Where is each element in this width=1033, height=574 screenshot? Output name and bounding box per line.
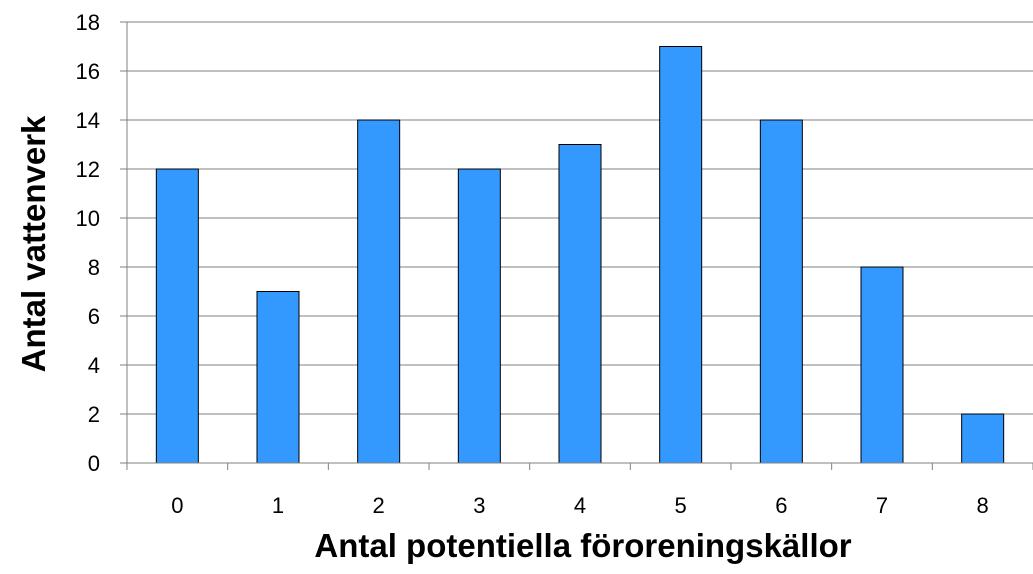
bar-2 <box>357 119 401 464</box>
bar-6 <box>759 119 803 464</box>
bar-8 <box>961 413 1005 464</box>
y-tick-label-14: 14 <box>76 108 100 133</box>
x-tick-label-8: 8 <box>977 493 989 518</box>
x-tick-label-5: 5 <box>675 493 687 518</box>
y-tick-label-4: 4 <box>88 353 100 378</box>
y-tick-label-0: 0 <box>88 451 100 476</box>
bar-1 <box>256 291 300 464</box>
x-tick-label-0: 0 <box>171 493 183 518</box>
y-tick-label-18: 18 <box>76 10 100 35</box>
bar-3 <box>457 168 501 464</box>
x-tick-label-7: 7 <box>876 493 888 518</box>
y-tick-labels: 0 2 4 6 8 10 12 14 16 18 <box>76 10 100 476</box>
y-tick-label-16: 16 <box>76 59 100 84</box>
bar-5 <box>659 46 703 464</box>
x-tick-label-4: 4 <box>574 493 586 518</box>
bar-7 <box>860 266 904 464</box>
y-tick-label-10: 10 <box>76 206 100 231</box>
x-tick-label-3: 3 <box>473 493 485 518</box>
x-tick-label-1: 1 <box>272 493 284 518</box>
x-axis-title: Antal potentiella föroreningskällor <box>314 527 851 564</box>
x-tick-label-2: 2 <box>373 493 385 518</box>
bars <box>155 46 1005 464</box>
y-axis-title: Antal vattenverk <box>15 115 52 372</box>
y-tick-label-6: 6 <box>88 304 100 329</box>
y-tick-label-8: 8 <box>88 255 100 280</box>
x-tick-labels: 0 1 2 3 4 5 6 7 8 <box>171 493 989 518</box>
bar-4 <box>558 144 602 464</box>
y-tick-label-2: 2 <box>88 402 100 427</box>
y-tick-label-12: 12 <box>76 157 100 182</box>
bar-0 <box>155 168 199 464</box>
axes <box>120 21 1033 470</box>
x-tick-label-6: 6 <box>775 493 787 518</box>
